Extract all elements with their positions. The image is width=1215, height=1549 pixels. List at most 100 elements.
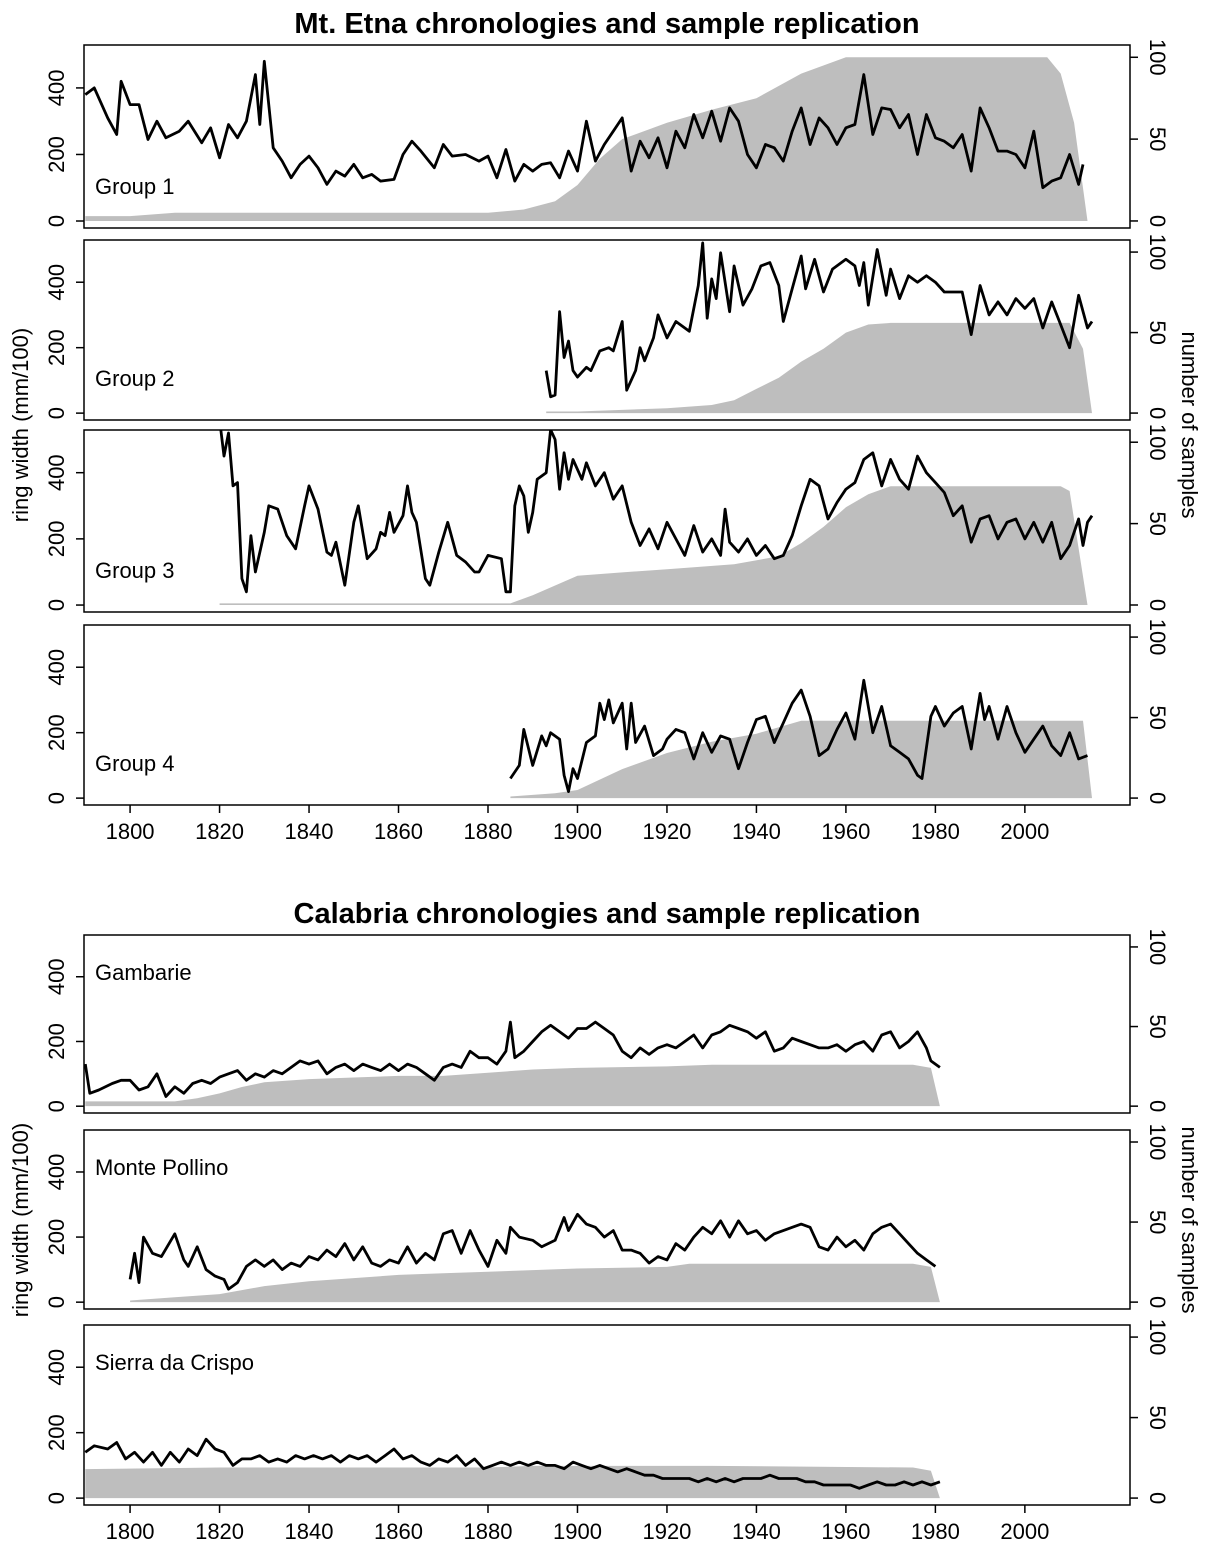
x-tick-label: 1820 — [195, 1519, 244, 1544]
y2-tick-label: 50 — [1145, 1210, 1170, 1234]
sample-area — [546, 322, 1092, 414]
x-tick-label: 2000 — [1000, 1519, 1049, 1544]
plot-area — [219, 430, 1094, 605]
x-tick-label: 1980 — [911, 819, 960, 844]
y-tick-label: 200 — [44, 329, 69, 366]
chart-title: Calabria chronologies and sample replica… — [294, 898, 921, 930]
ring-width-line — [84, 1437, 941, 1490]
y2-tick-label: 100 — [1145, 234, 1170, 271]
y-tick-label: 0 — [44, 215, 69, 227]
y-tick-label: 200 — [44, 714, 69, 751]
y-tick-label: 0 — [44, 1492, 69, 1504]
x-tick-label: 1980 — [911, 1519, 960, 1544]
y2-tick-label: 100 — [1145, 424, 1170, 461]
x-tick-label: 1880 — [464, 1519, 513, 1544]
plot-area — [84, 57, 1088, 221]
x-tick-label: 1920 — [642, 1519, 691, 1544]
sample-area — [510, 720, 1092, 799]
y2-tick-label: 100 — [1145, 619, 1170, 656]
x-tick-label: 1860 — [374, 819, 423, 844]
y2-tick-label: 0 — [1145, 1296, 1170, 1308]
y-tick-label: 400 — [44, 1349, 69, 1386]
panel-label: Group 3 — [95, 558, 175, 583]
y2-tick-label: 50 — [1145, 320, 1170, 344]
y2-axis-title: number of samples — [1177, 331, 1202, 518]
panel-frame — [83, 934, 1131, 1114]
x-tick-label: 1800 — [106, 1519, 155, 1544]
sample-area — [85, 57, 1088, 221]
ring-width-line — [544, 241, 1094, 399]
panel-label: Group 1 — [95, 174, 175, 199]
y2-tick-label: 0 — [1145, 792, 1170, 804]
chart-title: Mt. Etna chronologies and sample replica… — [294, 8, 919, 40]
y-tick-label: 0 — [44, 599, 69, 611]
sample-area — [219, 486, 1088, 605]
y-tick-label: 0 — [44, 792, 69, 804]
y-tick-label: 400 — [44, 1154, 69, 1191]
y-tick-label: 400 — [44, 70, 69, 107]
x-tick-label: 1880 — [464, 819, 513, 844]
panel-frame — [83, 1324, 1131, 1506]
x-tick-label: 1900 — [553, 819, 602, 844]
panel-label: Gambarie — [95, 960, 192, 985]
y2-tick-label: 0 — [1145, 599, 1170, 611]
panel-label: Group 2 — [95, 366, 175, 391]
x-tick-label: 1940 — [732, 1519, 781, 1544]
x-tick-label: 1920 — [642, 819, 691, 844]
y2-tick-label: 50 — [1145, 1014, 1170, 1038]
y-tick-label: 0 — [44, 1296, 69, 1308]
y2-axis-title: number of samples — [1177, 1126, 1202, 1313]
y-tick-label: 200 — [44, 1219, 69, 1256]
y-tick-label: 0 — [44, 1100, 69, 1112]
sample-area — [130, 1263, 940, 1303]
x-tick-label: 1800 — [106, 819, 155, 844]
y2-tick-label: 0 — [1145, 407, 1170, 419]
ring-width-line — [84, 59, 1085, 190]
sample-area — [85, 1064, 940, 1107]
panel-frame — [83, 624, 1131, 806]
x-tick-label: 1860 — [374, 1519, 423, 1544]
x-tick-label: 1960 — [821, 819, 870, 844]
x-tick-label: 1900 — [553, 1519, 602, 1544]
y2-tick-label: 100 — [1145, 1124, 1170, 1161]
y2-tick-label: 0 — [1145, 1100, 1170, 1112]
y-tick-label: 400 — [44, 454, 69, 491]
plot-area — [509, 678, 1092, 799]
y-tick-label: 200 — [44, 1023, 69, 1060]
x-tick-label: 2000 — [1000, 819, 1049, 844]
y2-tick-label: 100 — [1145, 1319, 1170, 1356]
panel-frame — [83, 1129, 1131, 1310]
x-tick-label: 1940 — [732, 819, 781, 844]
y2-tick-label: 50 — [1145, 127, 1170, 151]
y-tick-label: 400 — [44, 958, 69, 995]
y-tick-label: 200 — [44, 521, 69, 558]
x-tick-label: 1840 — [285, 819, 334, 844]
ring-width-line — [128, 1212, 937, 1291]
panel-frame — [83, 429, 1131, 613]
y-tick-label: 200 — [44, 136, 69, 173]
y2-tick-label: 0 — [1145, 1492, 1170, 1504]
panel-label: Group 4 — [95, 751, 175, 776]
plot-area — [84, 1020, 941, 1107]
y2-tick-label: 50 — [1145, 1405, 1170, 1429]
plot-area — [544, 241, 1094, 414]
y-tick-label: 400 — [44, 649, 69, 686]
y-tick-label: 200 — [44, 1414, 69, 1451]
y2-tick-label: 100 — [1145, 929, 1170, 966]
panel-label: Monte Pollino — [95, 1155, 228, 1180]
x-tick-label: 1960 — [821, 1519, 870, 1544]
panel-label: Sierra da Crispo — [95, 1350, 254, 1375]
y2-tick-label: 50 — [1145, 705, 1170, 729]
ring-width-line — [219, 430, 1094, 594]
plot-area — [84, 1437, 941, 1499]
plot-area — [128, 1212, 940, 1303]
y2-tick-label: 0 — [1145, 215, 1170, 227]
x-tick-label: 1820 — [195, 819, 244, 844]
y-axis-title: ring width (mm/100) — [8, 1123, 33, 1317]
y-tick-label: 0 — [44, 407, 69, 419]
sample-area — [85, 1465, 940, 1499]
y-tick-label: 400 — [44, 264, 69, 301]
y2-tick-label: 50 — [1145, 511, 1170, 535]
panel-frame — [83, 239, 1131, 421]
panel-frame — [83, 44, 1131, 229]
